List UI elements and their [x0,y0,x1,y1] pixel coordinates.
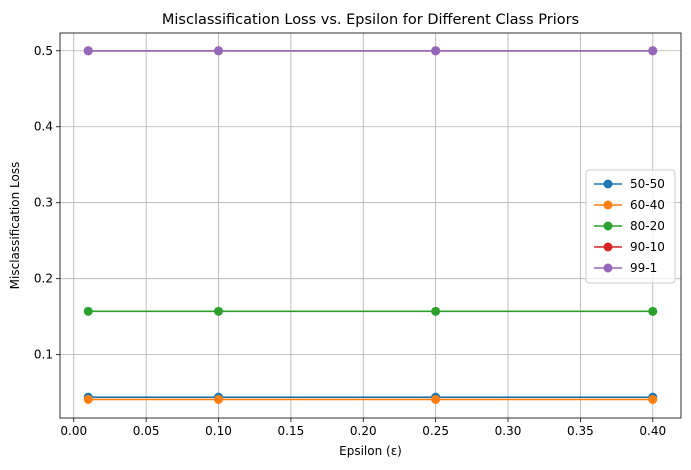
x-tick-label: 0.35 [567,424,594,438]
y-tick-label: 0.2 [34,272,53,286]
data-point [83,394,93,404]
y-tick-label: 0.5 [34,44,53,58]
x-tick-label: 0.20 [350,424,377,438]
legend: 50-50 60-40 80-20 90-10 99-1 [585,169,676,284]
data-point [648,306,658,316]
legend-item: 99-1 [594,261,657,275]
legend-box [585,169,676,284]
axis-ticks: 0.00 0.05 0.10 0.15 0.20 0.25 0.30 0.35 0.40 0.1 0… [34,44,666,438]
x-tick-label: 0.05 [133,424,160,438]
legend-label: 90-10 [630,240,665,254]
legend-item: 50-50 [594,177,665,191]
data-point [214,394,224,404]
series-99-1 [83,46,658,56]
x-tick-label: 0.30 [495,424,522,438]
legend-label: 99-1 [630,261,657,275]
chart-title: Misclassification Loss vs. Epsilon for D… [162,12,579,28]
legend-label: 60-40 [630,198,665,212]
data-point [648,394,658,404]
series-80-20 [83,306,658,316]
series-group [83,46,658,404]
series-60-40 [83,394,658,404]
x-axis-label: Epsilon (ε) [339,444,402,458]
legend-marker [603,263,613,273]
data-point [431,306,441,316]
data-point [214,46,224,56]
legend-marker [603,242,613,252]
data-point [83,46,93,56]
plot-frame [59,32,682,419]
x-tick-label: 0.10 [205,424,232,438]
x-tick-label: 0.15 [278,424,305,438]
data-point [214,306,224,316]
data-point [648,46,658,56]
y-tick-label: 0.3 [34,196,53,210]
legend-marker [603,179,613,189]
y-tick-label: 0.4 [34,120,53,134]
legend-marker [603,200,613,210]
legend-label: 50-50 [630,177,665,191]
y-axis-label: Misclassification Loss [8,162,22,290]
data-point [431,46,441,56]
legend-item: 60-40 [594,198,665,212]
x-tick-label: 0.25 [422,424,449,438]
data-point [431,394,441,404]
legend-marker [603,221,613,231]
legend-item: 90-10 [594,240,665,254]
data-point [83,306,93,316]
x-tick-label: 0.00 [60,424,87,438]
legend-label: 80-20 [630,219,665,233]
y-tick-label: 0.1 [34,348,53,362]
legend-item: 80-20 [594,219,665,233]
x-tick-label: 0.40 [639,424,666,438]
